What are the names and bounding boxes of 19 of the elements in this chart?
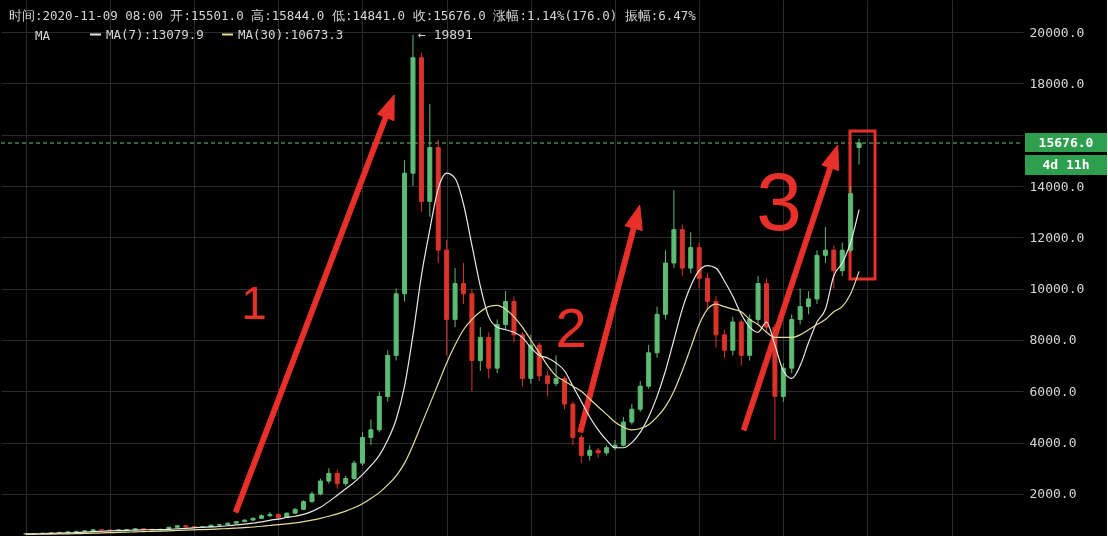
y-tick-label: 6000.0 <box>1029 383 1077 399</box>
y-tick-label: 10000.0 <box>1029 281 1085 297</box>
text: 4d 11h <box>1042 157 1090 173</box>
annotation: 3 <box>756 156 802 247</box>
y-tick-label: 18000.0 <box>1029 75 1085 91</box>
ref-line-label: 15676.0 <box>1038 135 1094 151</box>
y-tick-label: 4000.0 <box>1029 435 1077 451</box>
y-tick-label: 14000.0 <box>1029 178 1085 194</box>
text: 时间:2020-11-09 08:00 开:15501.0 高:15844.0 低:14841.0 收:15676.0 涨幅:1.14%(176.0) 振幅:6.47% <box>9 8 697 23</box>
annotation: 1 <box>241 277 267 329</box>
y-tick-label: 12000.0 <box>1029 229 1085 245</box>
y-tick-label: 20000.0 <box>1029 24 1085 40</box>
y-tick-label: 2000.0 <box>1029 486 1077 502</box>
annotation: 2 <box>555 296 587 359</box>
annotation: ← 19891 <box>417 26 473 42</box>
text: MA <box>35 28 51 43</box>
y-tick-label: 8000.0 <box>1029 332 1077 348</box>
legend-label: MA(30):10673.3 <box>238 26 344 42</box>
legend-label: MA(7):13079.9 <box>106 26 204 42</box>
